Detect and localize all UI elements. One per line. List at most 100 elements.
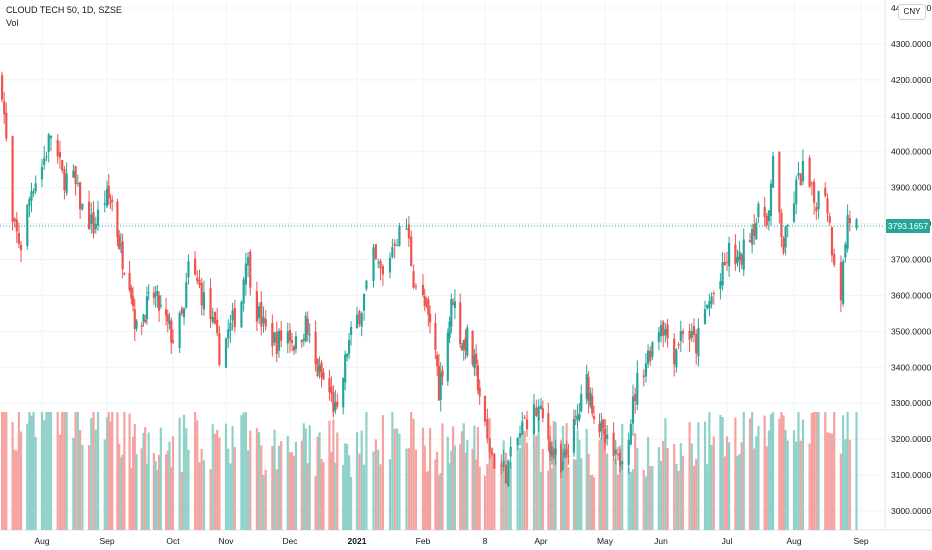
candle-body xyxy=(290,340,294,344)
candle-body xyxy=(612,432,615,457)
x-tick-label: Aug xyxy=(786,536,801,546)
candle-body xyxy=(502,460,505,467)
volume-bar xyxy=(336,432,339,530)
candle-body xyxy=(677,344,680,346)
volume-bar xyxy=(719,414,722,530)
candle-body xyxy=(621,461,624,464)
candle-body xyxy=(552,450,555,458)
volume-bar xyxy=(332,419,335,530)
candle-body xyxy=(168,321,171,324)
candle-body xyxy=(436,355,439,367)
candle-body xyxy=(563,451,566,458)
candle-body xyxy=(156,290,159,296)
volume-bar xyxy=(306,463,309,530)
y-tick-label: 4000.0000 xyxy=(891,147,931,157)
candle-body xyxy=(164,309,168,316)
volume-bar xyxy=(727,442,731,530)
y-tick-label: 3700.0000 xyxy=(891,255,931,265)
volume-bar xyxy=(144,427,147,530)
candle-body xyxy=(5,112,8,139)
candle-body xyxy=(349,326,353,335)
volume-bar xyxy=(229,463,232,530)
candle-body xyxy=(703,309,707,325)
candle-body xyxy=(629,424,632,445)
volume-bar xyxy=(145,463,149,530)
volume-bar xyxy=(439,473,442,530)
volume-bar xyxy=(589,475,592,530)
candle-body xyxy=(662,321,665,336)
volume-bar xyxy=(40,412,44,530)
candle-body xyxy=(360,313,363,327)
candle-body xyxy=(695,334,698,354)
candle-body xyxy=(679,331,682,342)
volume-bar xyxy=(218,437,221,530)
volume-bar xyxy=(631,469,635,530)
volume-bar xyxy=(509,462,512,530)
candle-body xyxy=(810,183,813,185)
volume-bar xyxy=(34,437,37,530)
volume-bar xyxy=(703,421,707,530)
candle-body xyxy=(808,157,811,187)
volume-bar xyxy=(427,470,430,530)
volume-bar xyxy=(255,427,258,530)
candle-body xyxy=(330,386,333,394)
volume-bar xyxy=(107,412,110,530)
volume-bar xyxy=(377,449,380,530)
volume-bar xyxy=(227,448,230,530)
candle-body xyxy=(63,169,66,191)
candle-body xyxy=(200,283,203,306)
volume-bar xyxy=(180,471,183,530)
candle-body xyxy=(476,365,480,391)
volume-bar xyxy=(314,476,317,530)
candle-body xyxy=(763,206,766,217)
volume-bar xyxy=(193,412,197,530)
x-tick-label: Jun xyxy=(654,536,668,546)
candle-body xyxy=(592,416,596,419)
volume-bar xyxy=(441,423,444,530)
x-tick-label: May xyxy=(597,536,614,546)
candle-body xyxy=(130,287,133,299)
candle-body xyxy=(618,452,622,466)
volume-bar xyxy=(123,412,126,530)
volume-bar xyxy=(572,458,576,530)
volume-bar xyxy=(65,412,68,530)
volume-bar xyxy=(591,474,594,530)
volume-bar xyxy=(168,441,171,530)
candle-body xyxy=(723,261,726,265)
volume-bar xyxy=(450,450,453,530)
volume-bar xyxy=(61,412,64,530)
candle-body xyxy=(316,358,319,377)
candle-body xyxy=(414,286,418,288)
volume-bar xyxy=(815,412,818,530)
volume-bar xyxy=(202,460,206,530)
candle-body xyxy=(374,244,377,259)
candle-body xyxy=(452,303,455,305)
candle-body xyxy=(185,282,188,308)
currency-badge[interactable]: CNY xyxy=(898,4,926,20)
candle-body xyxy=(211,316,214,323)
candle-body xyxy=(187,261,190,278)
candle-body xyxy=(76,183,79,185)
volume-bar xyxy=(769,414,773,530)
volume-bar xyxy=(294,441,298,530)
candle-body xyxy=(421,284,425,296)
candle-body xyxy=(792,203,796,222)
candle-body xyxy=(227,329,230,339)
candle-body xyxy=(304,315,307,342)
volume-bar xyxy=(688,422,691,530)
volume-bar xyxy=(308,425,311,530)
volume-bar xyxy=(72,437,75,530)
candle-body xyxy=(123,273,126,275)
volume-bar xyxy=(464,452,467,530)
candle-body xyxy=(216,319,219,333)
volume-bar xyxy=(795,441,798,530)
candle-body xyxy=(565,449,568,455)
candle-body xyxy=(769,183,773,216)
volume-bar xyxy=(434,459,437,530)
candle-body xyxy=(249,251,252,288)
volume-bar xyxy=(644,476,648,530)
volume-bar xyxy=(554,422,557,530)
candle-body xyxy=(453,301,456,308)
